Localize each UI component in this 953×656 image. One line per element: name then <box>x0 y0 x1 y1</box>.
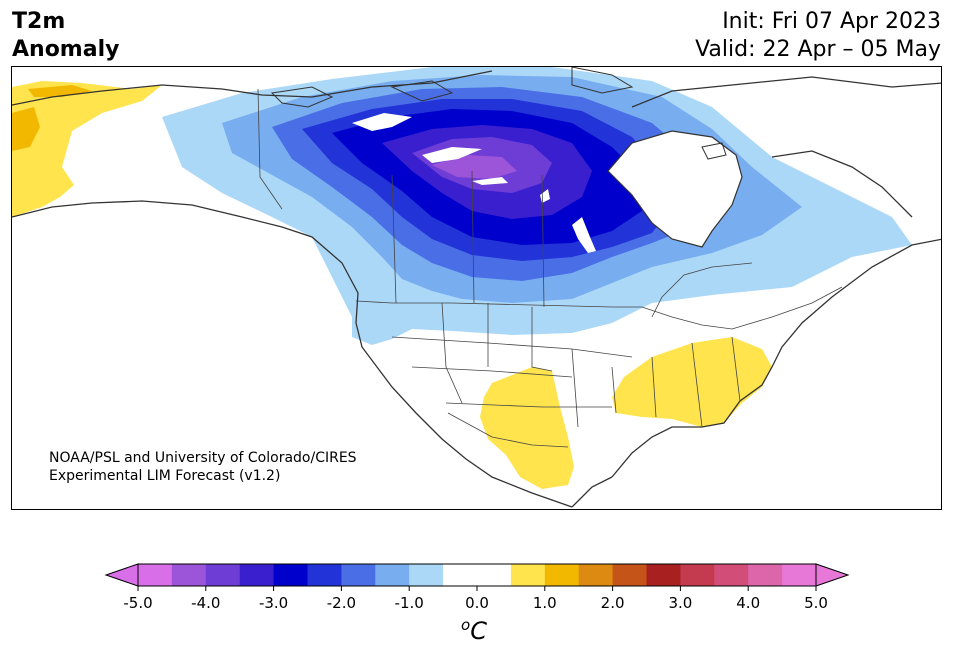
colorbar-tick-label: -3.0 <box>259 594 288 612</box>
colorbar-bin <box>239 564 275 586</box>
init-date: Init: Fri 07 Apr 2023 <box>722 9 941 34</box>
colorbar-bin <box>205 564 241 586</box>
anomaly-map <box>12 67 941 508</box>
colorbar-bin <box>612 564 647 586</box>
lake-winnipeg <box>572 217 596 253</box>
colorbar-tick-label: 5.0 <box>804 594 828 612</box>
colorbar-over-arrow <box>815 563 850 587</box>
colorbar-bin <box>171 564 207 586</box>
credit-line-2: Experimental LIM Forecast (v1.2) <box>49 468 281 484</box>
valid-range: Valid: 22 Apr – 05 May <box>695 37 941 62</box>
colorbar-bin <box>477 564 512 586</box>
warm-anomaly-southwest <box>480 367 574 489</box>
colorbar-bin <box>375 564 410 586</box>
cold-anomaly-level8 <box>432 155 517 179</box>
colorbar-unit: oC <box>461 616 487 645</box>
colorbar-bin <box>443 564 478 586</box>
colorbar-tick-label: 2.0 <box>601 594 625 612</box>
colorbar-bin <box>748 564 783 586</box>
colorbar-tick-label: -1.0 <box>395 594 424 612</box>
colorbar-bin <box>138 564 173 586</box>
colorbar-bin <box>782 564 817 586</box>
colorbar-tick-label: 1.0 <box>533 594 557 612</box>
warm-anomaly-alaska-strong <box>12 85 92 151</box>
colorbar-tick-label: 4.0 <box>736 594 760 612</box>
colorbar-tick-label: -4.0 <box>191 594 220 612</box>
arctic-islands <box>270 67 727 160</box>
colorbar: -5.0 -4.0 -3.0 -2.0 -1.0 0.0 1.0 2.0 3.0 4.0 5.0 <box>0 560 953 650</box>
great-slave-lake <box>422 147 482 163</box>
title-line-anomaly: Anomaly <box>12 37 120 62</box>
map-panel <box>11 66 942 510</box>
colorbar-tick-label: -5.0 <box>123 594 152 612</box>
colorbar-bin <box>680 564 715 586</box>
colorbar-bin <box>307 564 342 586</box>
colorbar-svg: -5.0 -4.0 -3.0 -2.0 -1.0 0.0 1.0 2.0 3.0 4.0 5.0 <box>104 563 850 612</box>
colorbar-bin <box>544 564 580 586</box>
colorbar-bin <box>646 564 681 586</box>
colorbar-bin <box>341 564 376 586</box>
hudson-bay <box>607 130 743 248</box>
colorbar-ticks: -5.0 -4.0 -3.0 -2.0 -1.0 0.0 1.0 2.0 3.0 4.0 5.0 <box>123 586 828 612</box>
colorbar-bin <box>510 564 546 586</box>
great-bear-lake <box>352 113 412 131</box>
forecast-dates: Init: Fri 07 Apr 2023 Valid: 22 Apr – 05… <box>695 8 941 64</box>
political-boundaries <box>257 88 843 448</box>
colorbar-bin <box>714 564 749 586</box>
title-line-variable: T2m <box>12 9 66 34</box>
unit-celsius: C <box>470 617 487 645</box>
colorbar-tick-label: -2.0 <box>327 594 356 612</box>
colorbar-bin <box>273 564 308 586</box>
colorbar-tick-label: 0.0 <box>465 594 489 612</box>
colorbar-under-arrow <box>104 563 139 587</box>
colorbar-bins <box>138 564 817 586</box>
map-title: T2m Anomaly <box>12 8 119 64</box>
warm-anomaly-alaska <box>12 81 162 217</box>
colorbar-bin <box>578 564 614 586</box>
data-credit: NOAA/PSL and University of Colorado/CIRE… <box>49 449 357 485</box>
warm-anomaly-southeast <box>612 337 772 427</box>
colorbar-tick-label: 3.0 <box>668 594 692 612</box>
unit-degree: o <box>461 616 471 634</box>
lake-athabasca <box>472 177 508 185</box>
credit-line-1: NOAA/PSL and University of Colorado/CIRE… <box>49 450 357 466</box>
colorbar-bin <box>409 564 444 586</box>
